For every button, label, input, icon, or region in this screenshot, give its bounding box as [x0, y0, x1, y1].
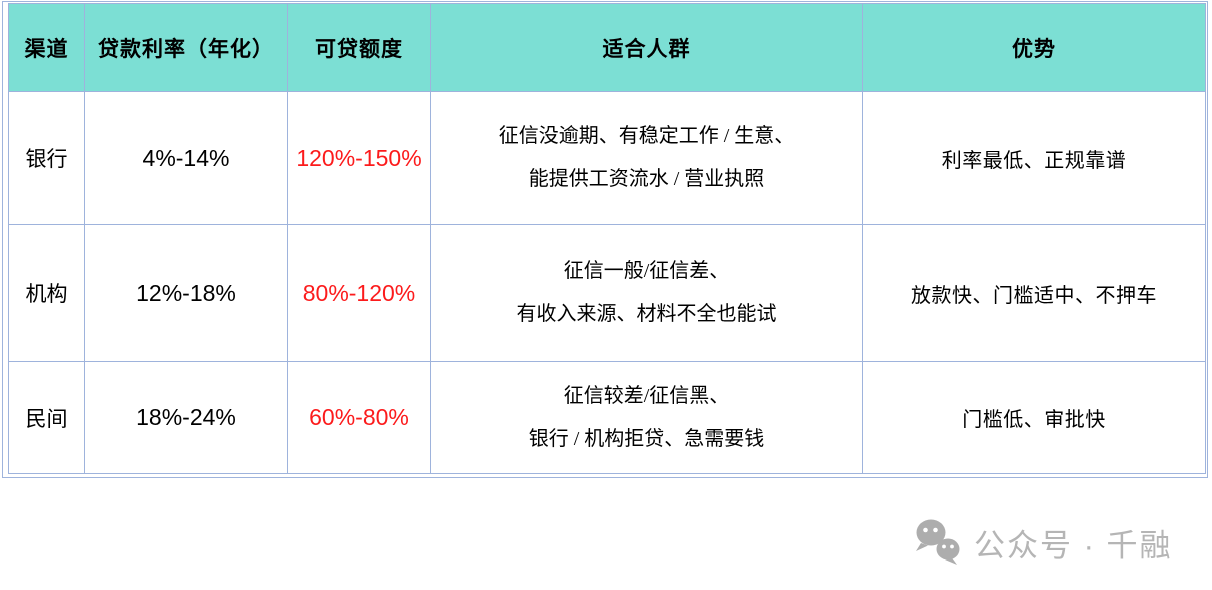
table-row-private: 民间 18%-24% 60%-80% 征信较差/征信黑、 银行 / 机构拒贷、急… [8, 361, 1206, 474]
column-header-advantage: 优势 [862, 3, 1206, 92]
channel-name: 民间 [8, 361, 85, 474]
column-header-channel: 渠道 [8, 3, 85, 92]
audience-line: 征信没逾期、有稳定工作 / 生意、 [498, 125, 795, 147]
audience-description: 征信没逾期、有稳定工作 / 生意、 能提供工资流水 / 营业执照 [430, 91, 863, 225]
table-header-row: 渠道 贷款利率（年化） 可贷额度 适合人群 优势 [8, 3, 1206, 92]
quota-value: 60%-80% [287, 361, 431, 474]
audience-description: 征信较差/征信黑、 银行 / 机构拒贷、急需要钱 [430, 361, 863, 474]
column-header-rate: 贷款利率（年化） [84, 3, 288, 92]
quota-value: 80%-120% [287, 224, 431, 362]
advantage-description: 利率最低、正规靠谱 [862, 91, 1206, 225]
watermark-label: 公众号 · 千融 [974, 527, 1173, 563]
advantage-description: 门槛低、审批快 [862, 361, 1206, 474]
loan-channels-table: 渠道 贷款利率（年化） 可贷额度 适合人群 优势 银行 4%-14% 120%-… [8, 3, 1206, 474]
column-header-quota: 可贷额度 [287, 3, 431, 92]
channel-name: 机构 [8, 224, 85, 362]
channel-name: 银行 [8, 91, 85, 225]
rate-value: 18%-24% [84, 361, 288, 474]
advantage-description: 放款快、门槛适中、不押车 [862, 224, 1206, 362]
audience-description: 征信一般/征信差、 有收入来源、材料不全也能试 [430, 224, 863, 362]
table-row-bank: 银行 4%-14% 120%-150% 征信没逾期、有稳定工作 / 生意、 能提… [8, 91, 1206, 225]
quota-value: 120%-150% [287, 91, 431, 225]
watermark: 公众号 · 千融 [914, 518, 1173, 566]
rate-value: 12%-18% [84, 224, 288, 362]
audience-line: 征信较差/征信黑、 [563, 384, 730, 407]
table-row-institution: 机构 12%-18% 80%-120% 征信一般/征信差、 有收入来源、材料不全… [8, 224, 1206, 362]
column-header-audience: 适合人群 [430, 3, 863, 92]
audience-line: 银行 / 机构拒贷、急需要钱 [528, 427, 765, 450]
audience-line: 能提供工资流水 / 营业执照 [528, 168, 765, 190]
audience-line: 有收入来源、材料不全也能试 [516, 303, 777, 325]
rate-value: 4%-14% [84, 91, 288, 225]
audience-line: 征信一般/征信差、 [563, 260, 730, 282]
wechat-icon [914, 518, 964, 566]
